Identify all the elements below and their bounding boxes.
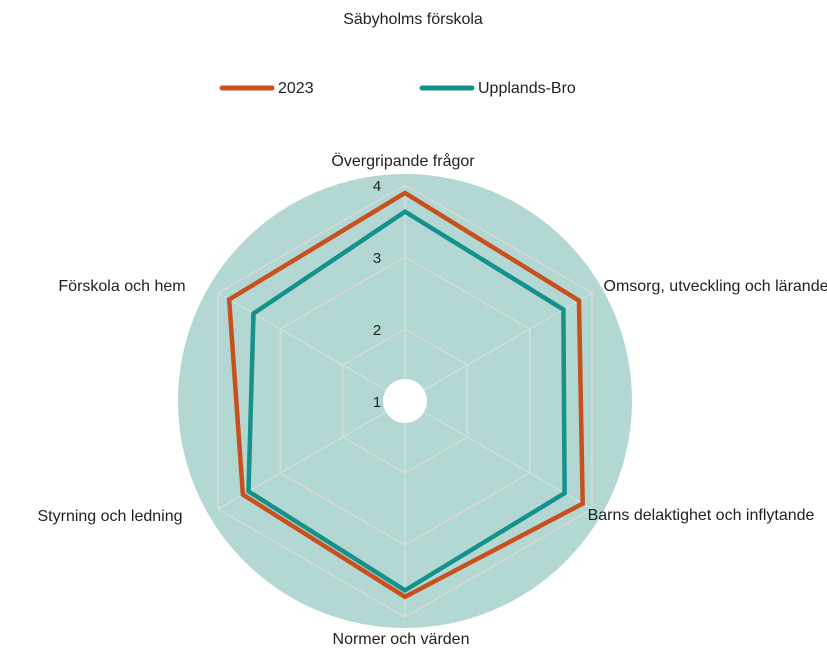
series-line — [226, 190, 585, 600]
r-tick-label: 3 — [373, 250, 381, 267]
spoke — [217, 292, 406, 402]
spoke — [404, 292, 593, 402]
grid-line — [341, 328, 469, 474]
spoke — [404, 400, 593, 510]
category-label: Omsorg, utveckling och lärande — [603, 278, 827, 295]
r-tick-label: 4 — [373, 178, 381, 195]
category-label: Förskola och hem — [58, 278, 186, 295]
category-label: Övergripande frågor — [331, 153, 475, 170]
grid-line — [279, 256, 531, 546]
category-label: Normer och värden — [332, 631, 470, 648]
legend-label: Upplands-Bro — [478, 80, 576, 97]
center-hole — [383, 379, 427, 423]
category-label: Barns delaktighet och inflytande — [587, 507, 815, 524]
r-tick-label: 2 — [373, 322, 381, 339]
grid-line — [217, 184, 593, 618]
chart-title: Säbyholms förskola — [343, 11, 483, 28]
r-tick-label: 1 — [373, 394, 381, 411]
series-line — [246, 208, 567, 594]
category-label: Styrning och ledning — [37, 508, 183, 525]
legend-label: 2023 — [278, 80, 314, 97]
